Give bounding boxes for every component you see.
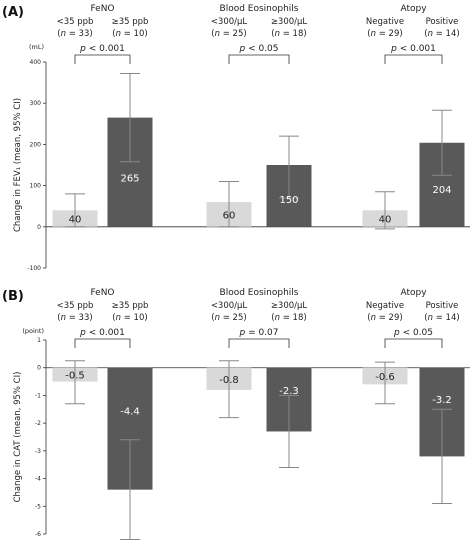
significance-bracket xyxy=(384,338,443,348)
panel-label: (A) xyxy=(2,5,24,20)
y-axis-unit: (point) xyxy=(22,327,44,335)
panel-label: (B) xyxy=(2,289,24,304)
y-tick-label: 0 xyxy=(37,224,41,231)
category-label: <35 ppb xyxy=(57,301,94,311)
significance-bracket xyxy=(228,54,290,64)
y-tick-label: 300 xyxy=(30,100,42,107)
data-label: -2.3 xyxy=(279,386,299,397)
data-label: -4.4 xyxy=(120,406,140,417)
sample-size-label: (n = 29) xyxy=(367,29,402,39)
data-label: 40 xyxy=(379,215,392,226)
y-tick-label: -100 xyxy=(27,265,41,272)
group-title: Blood Eosinophils xyxy=(220,4,299,14)
data-label: -0.5 xyxy=(65,371,85,382)
sample-size-label: (n = 10) xyxy=(112,313,147,323)
data-label: 60 xyxy=(223,210,236,221)
p-value-label: p < 0.05 xyxy=(393,328,433,338)
y-tick-label: -4 xyxy=(35,476,41,483)
significance-bracket xyxy=(384,54,443,64)
category-label: <35 ppb xyxy=(57,17,94,27)
y-tick-label: 1 xyxy=(37,337,41,344)
category-label: <300/μL xyxy=(211,301,248,311)
y-tick-label: -6 xyxy=(35,531,41,538)
data-label: 150 xyxy=(279,195,298,206)
y-tick-label: -1 xyxy=(35,392,41,399)
data-label: -3.2 xyxy=(432,395,452,406)
group-title: FeNO xyxy=(90,4,114,14)
p-value-label: p < 0.001 xyxy=(79,44,125,54)
significance-bracket xyxy=(228,338,290,348)
significance-bracket xyxy=(74,54,131,64)
y-tick-label: 400 xyxy=(30,59,42,66)
y-axis-title: Change in CAT (mean, 95% CI) xyxy=(13,372,23,503)
sample-size-label: (n = 14) xyxy=(424,313,459,323)
category-label: Negative xyxy=(366,301,404,311)
data-label: 204 xyxy=(432,185,451,196)
sample-size-label: (n = 10) xyxy=(112,29,147,39)
sample-size-label: (n = 18) xyxy=(271,29,306,39)
data-label: 40 xyxy=(69,215,82,226)
category-label: ≥300/μL xyxy=(271,301,308,311)
p-value-label: p < 0.001 xyxy=(390,44,436,54)
y-axis-unit: (mL) xyxy=(29,43,44,51)
sample-size-label: (n = 33) xyxy=(57,29,92,39)
data-label: 265 xyxy=(120,174,139,185)
y-axis-title: Change in FEV₁ (mean, 95% CI) xyxy=(13,98,23,232)
y-tick-label: 100 xyxy=(30,183,42,190)
category-label: ≥300/μL xyxy=(271,17,308,27)
category-label: Positive xyxy=(426,301,459,311)
p-value-label: p < 0.05 xyxy=(238,44,278,54)
y-tick-label: 200 xyxy=(30,141,42,148)
group-title: Atopy xyxy=(400,4,427,14)
sample-size-label: (n = 29) xyxy=(367,313,402,323)
category-label: Negative xyxy=(366,17,404,27)
sample-size-label: (n = 25) xyxy=(211,29,246,39)
group-title: Atopy xyxy=(400,288,427,298)
category-label: Positive xyxy=(426,17,459,27)
y-tick-label: -3 xyxy=(35,448,41,455)
group-title: FeNO xyxy=(90,288,114,298)
y-tick-label: -5 xyxy=(35,503,41,510)
significance-bracket xyxy=(74,338,131,348)
y-tick-label: 0 xyxy=(37,365,41,372)
category-label: ≥35 ppb xyxy=(112,17,149,27)
data-label: -0.6 xyxy=(375,372,395,383)
y-tick-label: -2 xyxy=(35,420,41,427)
sample-size-label: (n = 18) xyxy=(271,313,306,323)
sample-size-label: (n = 14) xyxy=(424,29,459,39)
data-label: -0.8 xyxy=(219,375,239,386)
sample-size-label: (n = 33) xyxy=(57,313,92,323)
sample-size-label: (n = 25) xyxy=(211,313,246,323)
category-label: <300/μL xyxy=(211,17,248,27)
category-label: ≥35 ppb xyxy=(112,301,149,311)
group-title: Blood Eosinophils xyxy=(220,288,299,298)
p-value-label: p < 0.001 xyxy=(79,328,125,338)
p-value-label: p = 0.07 xyxy=(238,328,278,338)
